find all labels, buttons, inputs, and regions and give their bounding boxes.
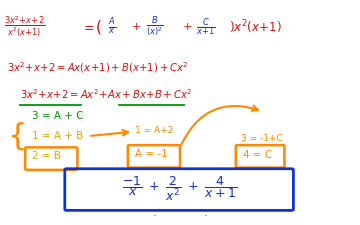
Text: $\frac{A}{x}$: $\frac{A}{x}$ [108, 17, 116, 37]
Text: ·: · [203, 211, 207, 221]
Text: 2 = B: 2 = B [32, 151, 62, 161]
Text: 3 = -1+C: 3 = -1+C [241, 134, 283, 143]
Text: $3x^2\!+\!x\!+\!2 = Ax^2\!+\!Ax+Bx\!+\!B+Cx^2$: $3x^2\!+\!x\!+\!2 = Ax^2\!+\!Ax+Bx\!+\!B… [20, 88, 192, 101]
Text: 1 = A + B: 1 = A + B [32, 131, 84, 141]
Text: $\frac{C}{x\!+\!1}$: $\frac{C}{x\!+\!1}$ [196, 16, 216, 38]
Text: 3 = A + C: 3 = A + C [32, 111, 84, 121]
Text: $+$: $+$ [131, 22, 141, 32]
Text: $\frac{B}{(x)^2}$: $\frac{B}{(x)^2}$ [146, 15, 163, 39]
Text: {: { [7, 122, 27, 151]
Text: 1 = A+2: 1 = A+2 [135, 126, 173, 135]
Text: $3x^2\!+\!x\!+\!2 = Ax(x\!+\!1)+B(x\!+\!1)+Cx^2$: $3x^2\!+\!x\!+\!2 = Ax(x\!+\!1)+B(x\!+\!… [7, 60, 189, 75]
Text: ·: · [153, 211, 157, 221]
Text: 4 = C: 4 = C [243, 150, 272, 160]
Text: $($: $($ [95, 18, 102, 36]
Text: $\dfrac{-1}{x}\ +\ \dfrac{2}{x^2}\ +\ \dfrac{4}{x+1}$: $\dfrac{-1}{x}\ +\ \dfrac{2}{x^2}\ +\ \d… [122, 175, 238, 203]
Text: $+$: $+$ [182, 22, 192, 32]
Text: $)x^2(x\!+\!1)$: $)x^2(x\!+\!1)$ [229, 18, 282, 36]
Text: $=$: $=$ [81, 20, 95, 34]
Text: A = -1: A = -1 [135, 149, 168, 159]
Text: $\frac{3x^2\!+\!x\!+\!2}{x^2(x\!+\!1)}$: $\frac{3x^2\!+\!x\!+\!2}{x^2(x\!+\!1)}$ [4, 15, 45, 39]
